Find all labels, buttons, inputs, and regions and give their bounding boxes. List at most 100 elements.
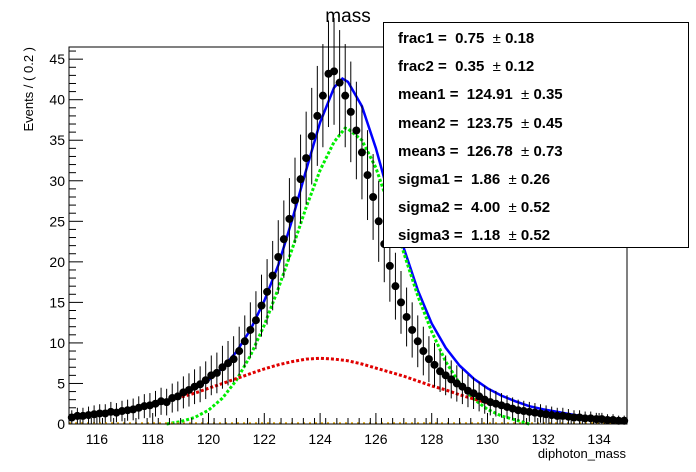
plus-minus-sign: ± (500, 171, 521, 188)
y-tick-label: 10 (49, 335, 65, 351)
data-point (318, 91, 327, 100)
x-tick-label: 134 (587, 431, 611, 447)
fit-parameter-value: 0.75 (455, 30, 485, 47)
data-point (413, 337, 422, 346)
data-point (397, 298, 406, 307)
fit-parameter-error: 0.35 (533, 86, 563, 104)
x-tick-label: 126 (364, 431, 388, 447)
fit-parameter-row: frac1 = 0.75 ± 0.18 (398, 30, 534, 47)
data-point (430, 360, 439, 369)
data-point (290, 196, 299, 205)
data-point (458, 382, 467, 391)
data-point (441, 371, 450, 380)
data-point (352, 126, 361, 135)
x-tick-label: 122 (253, 431, 277, 447)
fit-parameter-row: mean3 = 126.78 ± 0.73 (398, 143, 563, 160)
data-point (614, 416, 623, 425)
x-tick-label: 130 (476, 431, 500, 447)
fit-parameter-name: mean3 = (398, 142, 467, 160)
data-point (369, 192, 378, 201)
plus-minus-sign: ± (500, 227, 521, 245)
data-point (212, 368, 221, 377)
fit-parameter-name: frac1 = (398, 30, 456, 47)
data-point (553, 411, 562, 420)
data-point (408, 325, 417, 334)
data-point (246, 325, 255, 334)
x-axis: 116 118 120 122 124 126 128 130 132 134 (68, 413, 617, 447)
fit-parameter-name: mean2 = (398, 114, 467, 132)
fit-parameter-value: 4.00 (470, 199, 501, 217)
data-point (402, 312, 411, 321)
fit-parameter-row: mean1 = 124.91 ± 0.35 (398, 86, 563, 103)
data-point (263, 287, 272, 296)
x-tick-label: 132 (532, 431, 556, 447)
fit-parameter-value: 0.35 (455, 58, 485, 76)
fit-parameter-name: mean1 = (398, 86, 467, 104)
y-tick-label: 30 (49, 173, 65, 189)
data-point (346, 107, 355, 116)
fit-parameter-error: 0.26 (520, 171, 551, 188)
y-axis: 0 5 10 15 20 25 30 35 40 45 (49, 50, 83, 432)
data-point (162, 398, 171, 407)
data-point (218, 363, 227, 372)
data-point (268, 271, 277, 280)
data-point (296, 175, 305, 184)
fit-parameter-row: sigma1 = 1.86 ± 0.26 (398, 171, 550, 188)
data-point (201, 376, 210, 385)
fit-parameter-value: 123.75 (466, 114, 513, 132)
fit-parameter-name: sigma1 = (398, 171, 471, 188)
data-point (224, 359, 233, 368)
fit-parameter-error: 0.45 (533, 114, 563, 132)
fit-parameter-row: frac2 = 0.35 ± 0.12 (398, 58, 534, 75)
plus-minus-sign: ± (484, 30, 506, 47)
data-point (285, 214, 294, 223)
fit-parameters-box: frac1 = 0.75 ± 0.18 frac2 = 0.35 ± 0.12 me… (383, 22, 689, 248)
data-point (95, 409, 104, 418)
data-point (419, 347, 428, 356)
data-point (196, 380, 205, 389)
data-point (357, 148, 366, 157)
y-tick-label: 5 (57, 375, 65, 391)
data-point (73, 411, 82, 420)
data-point (424, 355, 433, 364)
y-axis-label: Events / ( 0.2 ) (21, 47, 36, 132)
chart-title: mass (325, 6, 370, 27)
data-point (569, 413, 578, 422)
fit-parameter-row: mean2 = 123.75 ± 0.45 (398, 115, 563, 132)
x-tick-label: 128 (420, 431, 444, 447)
plus-minus-sign: ± (512, 114, 534, 132)
plus-minus-sign: ± (500, 199, 521, 217)
data-point (447, 375, 456, 384)
data-point (603, 415, 612, 424)
data-point (251, 316, 260, 325)
data-point (620, 416, 629, 425)
fit-parameter-error: 0.18 (505, 30, 535, 47)
data-point (592, 415, 601, 424)
data-point (235, 347, 244, 356)
data-point (341, 91, 350, 100)
data-point (335, 78, 344, 87)
data-point (374, 217, 383, 226)
fit-parameter-row: sigma2 = 4.00 ± 0.52 (398, 199, 550, 216)
data-point (240, 337, 249, 346)
data-point (391, 282, 400, 291)
fit-parameter-value: 1.18 (470, 227, 501, 245)
data-point (313, 111, 322, 120)
data-point (581, 414, 590, 423)
data-point (302, 154, 311, 163)
fit-parameter-error: 0.73 (533, 142, 563, 160)
x-axis-label: diphoton_mass (538, 446, 627, 461)
data-point (257, 301, 266, 310)
y-tick-label: 20 (49, 254, 65, 270)
data-point (385, 261, 394, 270)
fit-parameter-name: sigma2 = (398, 199, 471, 217)
y-tick-label: 35 (49, 132, 65, 148)
x-tick-label: 124 (308, 431, 332, 447)
fit-parameter-value: 126.78 (466, 142, 513, 160)
x-tick-label: 120 (197, 431, 221, 447)
data-point (363, 171, 372, 180)
data-point (436, 367, 445, 376)
y-tick-label: 25 (49, 213, 65, 229)
fit-parameter-row: sigma3 = 1.18 ± 0.52 (398, 227, 550, 244)
